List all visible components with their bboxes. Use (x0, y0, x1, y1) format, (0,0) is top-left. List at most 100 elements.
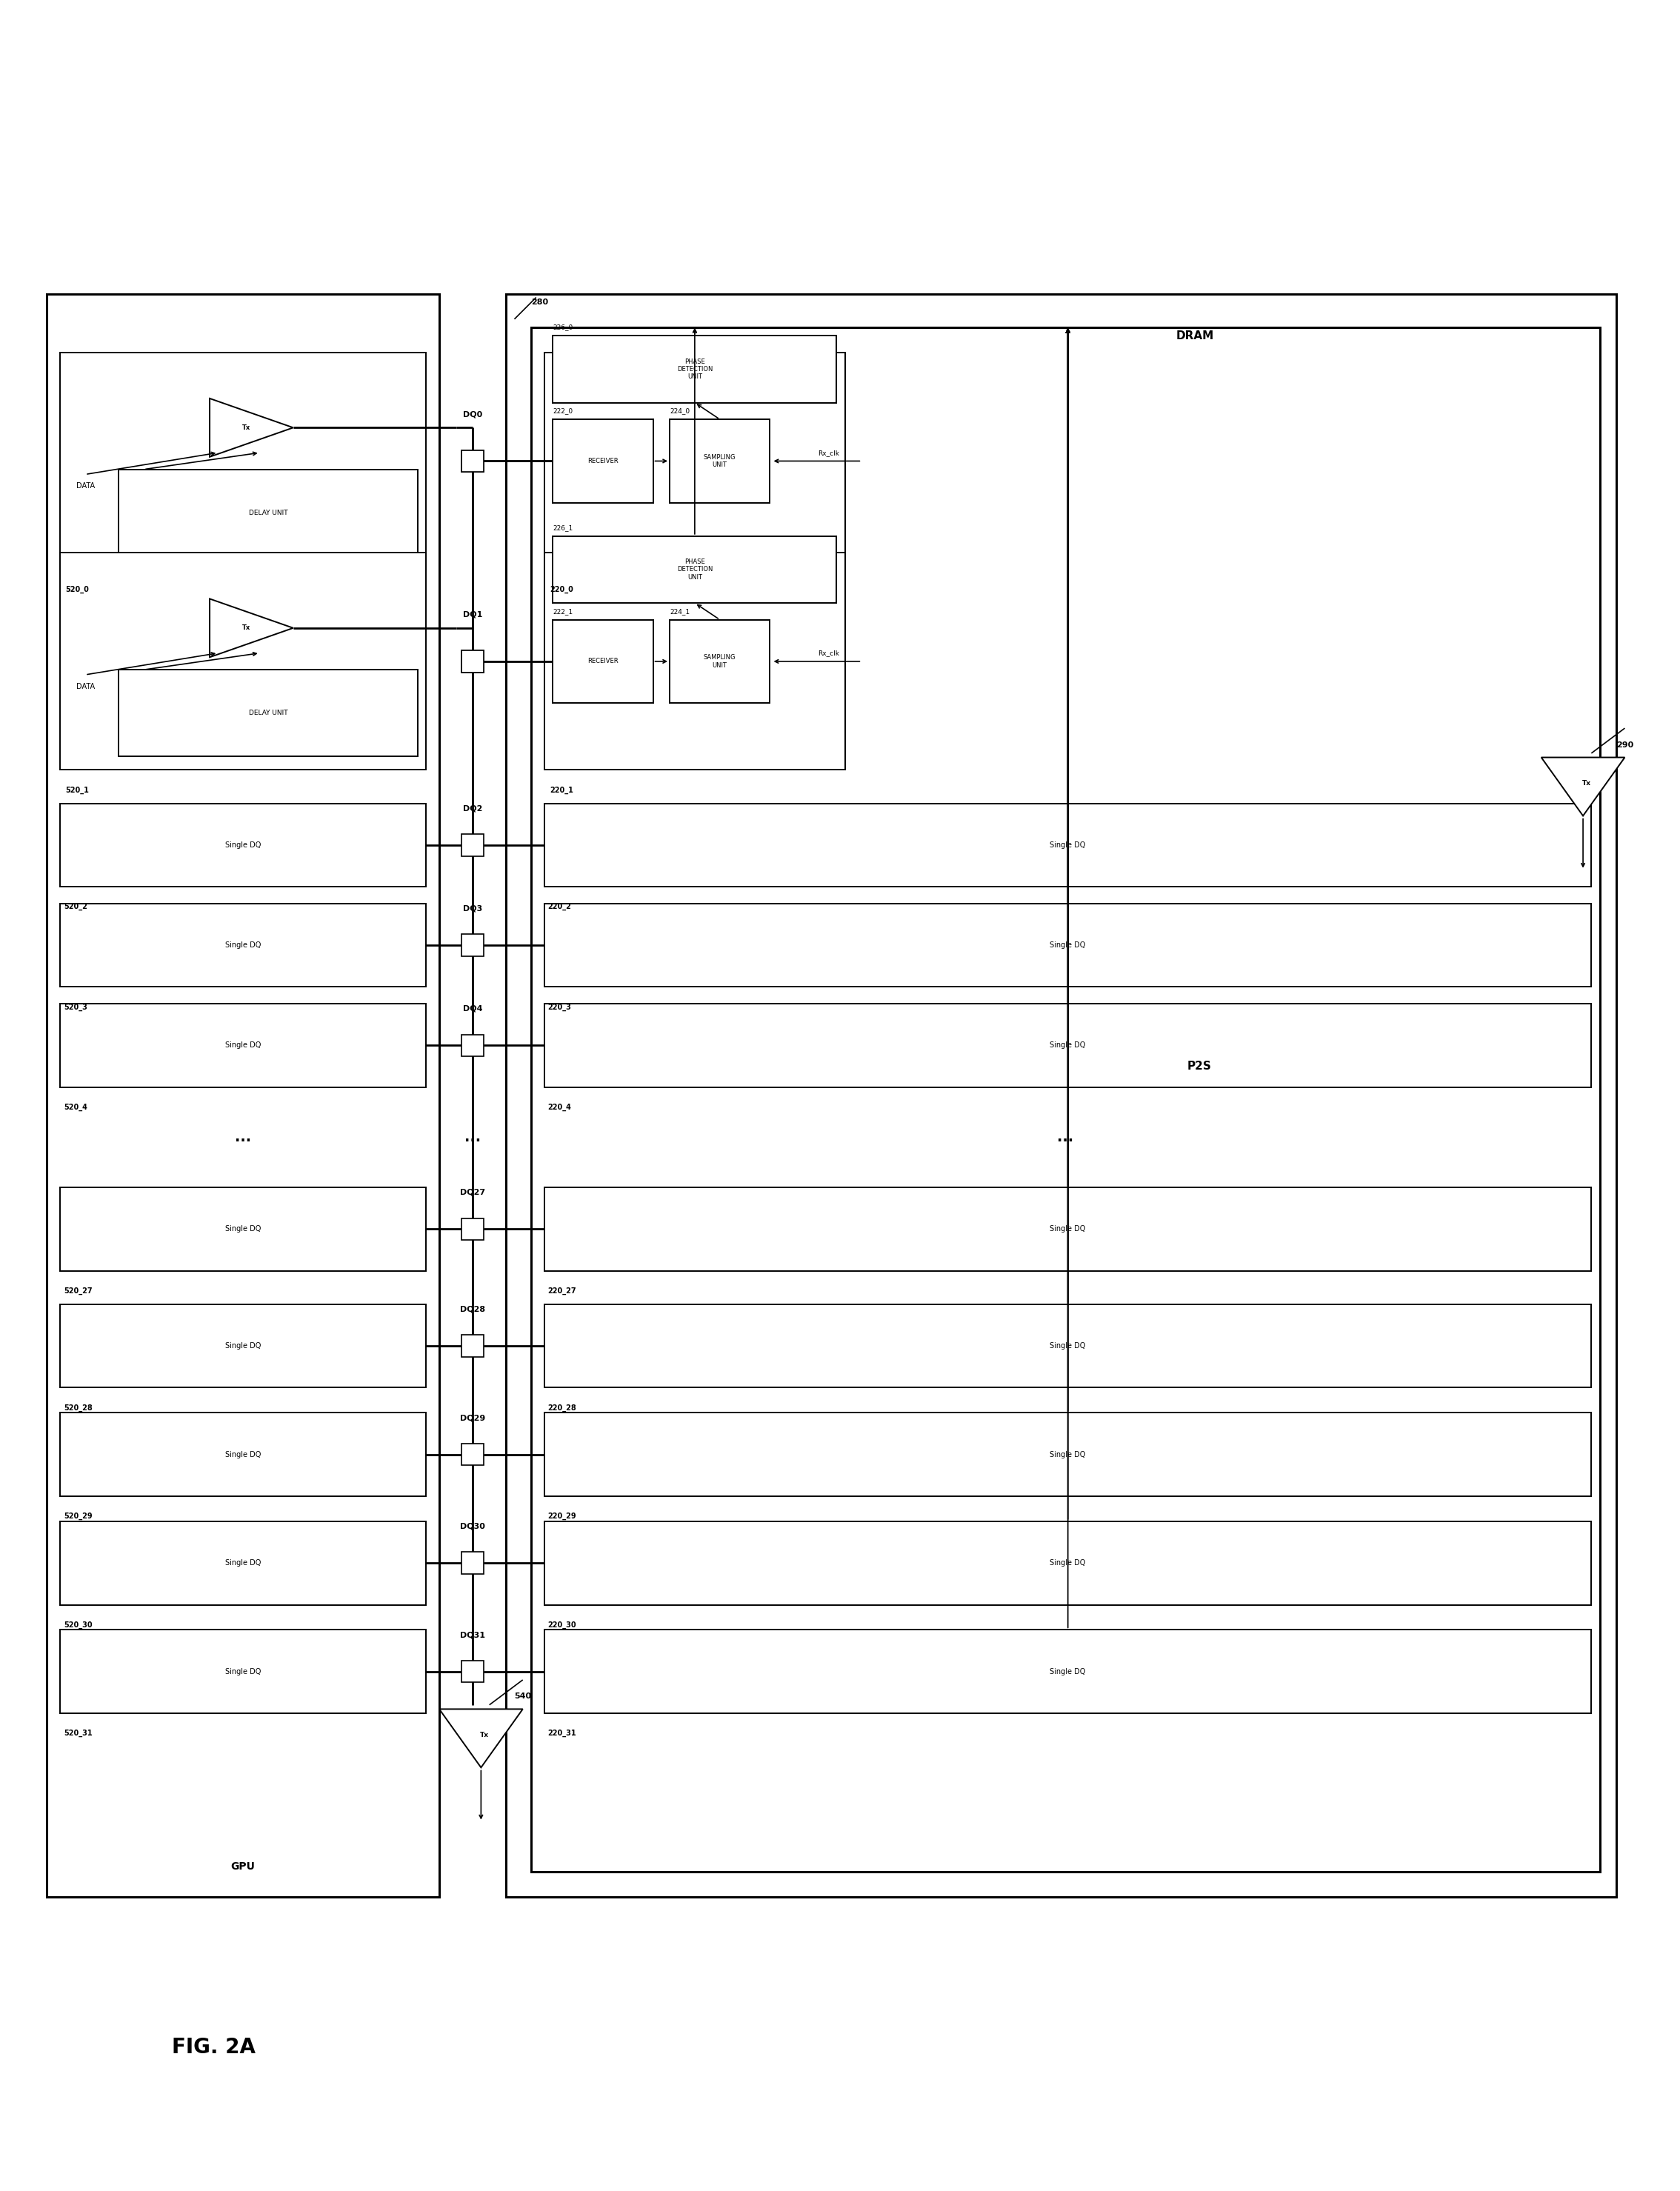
Polygon shape (1541, 758, 1625, 815)
Text: Single DQ: Single DQ (225, 841, 260, 848)
Bar (60, 1003, 427, 1087)
Text: 220_3: 220_3 (548, 1003, 571, 1010)
Text: P2S: P2S (1186, 1060, 1211, 1071)
Bar (119, 469, 418, 557)
Text: Single DQ: Single DQ (1050, 1667, 1085, 1676)
Bar (60, 1188, 427, 1271)
Text: 520_4: 520_4 (64, 1104, 87, 1111)
Text: Single DQ: Single DQ (225, 1343, 260, 1350)
Bar (60, 903, 427, 986)
Bar (544, 1304, 1591, 1387)
Text: Tx: Tx (1583, 780, 1591, 787)
Text: DELAY UNIT: DELAY UNIT (249, 511, 287, 517)
Bar (506, 294, 1616, 1897)
Text: ...: ... (1057, 1131, 1074, 1144)
Text: DATA: DATA (76, 482, 94, 491)
Text: 220_0: 220_0 (549, 585, 573, 594)
Bar (462, 1444, 484, 1466)
Text: Single DQ: Single DQ (225, 1450, 260, 1459)
Text: Single DQ: Single DQ (1050, 1041, 1085, 1049)
Bar (544, 552, 845, 769)
Text: PHASE
DETECTION
UNIT: PHASE DETECTION UNIT (677, 559, 712, 581)
Text: Rx_clk: Rx_clk (818, 651, 838, 657)
Bar (462, 1034, 484, 1056)
Text: 224_1: 224_1 (670, 607, 690, 616)
Bar (60, 1413, 427, 1496)
Text: Single DQ: Single DQ (1050, 1450, 1085, 1459)
Text: 220_28: 220_28 (548, 1404, 576, 1411)
Text: 290: 290 (1616, 741, 1633, 749)
Bar (544, 804, 1591, 887)
Text: 226_1: 226_1 (553, 524, 573, 530)
Text: 520_29: 520_29 (64, 1512, 92, 1521)
Bar (462, 449, 484, 471)
Bar (670, 620, 769, 703)
Text: DATA: DATA (76, 684, 94, 690)
Text: 280: 280 (531, 298, 548, 307)
Text: 226_0: 226_0 (553, 324, 573, 331)
Bar (553, 537, 837, 603)
Text: DQ0: DQ0 (464, 410, 482, 418)
Text: DQ28: DQ28 (460, 1306, 486, 1312)
Bar (670, 418, 769, 502)
Text: 220_1: 220_1 (549, 787, 573, 793)
Text: 520_3: 520_3 (64, 1003, 87, 1010)
Text: 220_2: 220_2 (548, 903, 571, 911)
Text: 222_1: 222_1 (553, 607, 573, 616)
Text: DRAM: DRAM (1176, 331, 1213, 342)
Text: SAMPLING
UNIT: SAMPLING UNIT (704, 454, 736, 469)
Bar (60, 1304, 427, 1387)
Text: RECEIVER: RECEIVER (588, 458, 618, 464)
Text: Single DQ: Single DQ (1050, 942, 1085, 949)
Text: DQ3: DQ3 (464, 905, 482, 911)
Bar (60, 552, 427, 769)
Bar (462, 651, 484, 673)
Text: RECEIVER: RECEIVER (588, 657, 618, 664)
Text: 520_30: 520_30 (64, 1621, 92, 1628)
Text: 520_0: 520_0 (66, 585, 89, 594)
Bar (544, 1630, 1591, 1713)
Bar (60, 353, 427, 570)
Text: PHASE
DETECTION
UNIT: PHASE DETECTION UNIT (677, 357, 712, 381)
Text: 220_4: 220_4 (548, 1104, 571, 1111)
Bar (531, 326, 1599, 1871)
Text: 520_28: 520_28 (64, 1404, 92, 1411)
Text: 220_31: 220_31 (548, 1729, 576, 1737)
Bar (544, 1521, 1591, 1604)
Text: GPU: GPU (230, 1862, 255, 1871)
Text: SAMPLING
UNIT: SAMPLING UNIT (704, 655, 736, 668)
Text: DQ1: DQ1 (464, 611, 482, 618)
Bar (544, 903, 1591, 986)
Text: ...: ... (235, 1131, 252, 1144)
Text: DQ4: DQ4 (464, 1006, 482, 1012)
Text: 540: 540 (514, 1694, 531, 1700)
Text: 222_0: 222_0 (553, 408, 573, 414)
Text: DQ27: DQ27 (460, 1190, 486, 1196)
Text: 224_0: 224_0 (670, 408, 690, 414)
Text: DQ31: DQ31 (460, 1630, 486, 1639)
Text: Tx: Tx (480, 1731, 489, 1737)
Text: Single DQ: Single DQ (1050, 841, 1085, 848)
Bar (462, 1551, 484, 1573)
Text: DQ29: DQ29 (460, 1413, 486, 1422)
Text: 520_2: 520_2 (64, 903, 87, 911)
Polygon shape (210, 598, 294, 657)
Polygon shape (210, 399, 294, 458)
Text: Single DQ: Single DQ (225, 1560, 260, 1567)
Bar (553, 418, 654, 502)
Text: Single DQ: Single DQ (225, 1667, 260, 1676)
Text: 220_30: 220_30 (548, 1621, 576, 1628)
Text: DELAY UNIT: DELAY UNIT (249, 710, 287, 716)
Text: Single DQ: Single DQ (225, 1041, 260, 1049)
Bar (119, 670, 418, 756)
Text: Single DQ: Single DQ (1050, 1225, 1085, 1234)
Bar (462, 1334, 484, 1356)
Bar (544, 353, 845, 570)
Text: 520_27: 520_27 (64, 1286, 92, 1295)
Polygon shape (438, 1709, 522, 1768)
Text: FIG. 2A: FIG. 2A (171, 2038, 255, 2057)
Bar (553, 335, 837, 403)
Bar (60, 1630, 427, 1713)
Text: ...: ... (464, 1131, 480, 1144)
Text: 520_31: 520_31 (64, 1729, 92, 1737)
